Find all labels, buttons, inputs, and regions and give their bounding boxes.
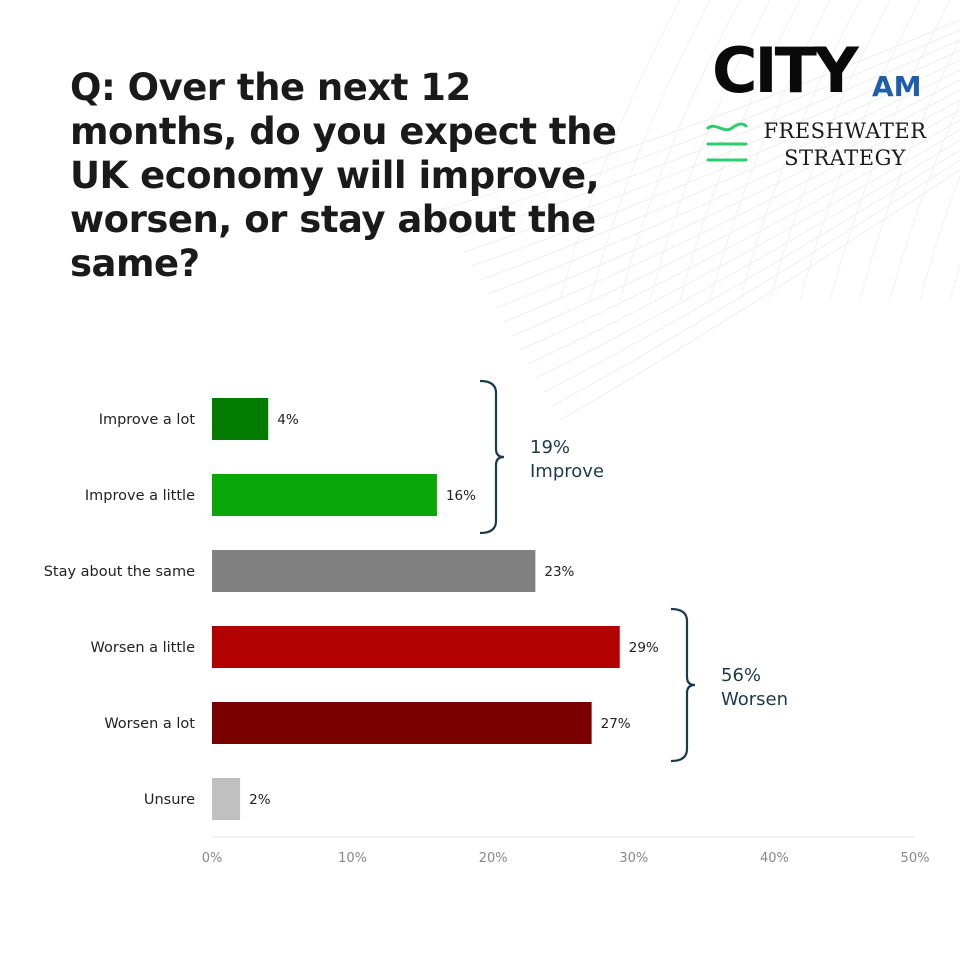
x-tick-label: 50% bbox=[901, 851, 930, 866]
mesh-line bbox=[799, 0, 921, 301]
x-tick-label: 40% bbox=[760, 851, 789, 866]
category-label: Stay about the same bbox=[44, 564, 195, 580]
group-total-label: 56% bbox=[721, 665, 761, 686]
group-bracket bbox=[479, 379, 505, 535]
mesh-line bbox=[535, 139, 960, 379]
bar-value-label: 23% bbox=[544, 564, 574, 580]
group-total-label: 19% bbox=[530, 437, 570, 458]
mesh-line bbox=[551, 159, 960, 407]
mesh-line bbox=[519, 119, 960, 351]
x-tick-label: 20% bbox=[479, 851, 508, 866]
bar-value-label: 29% bbox=[629, 640, 659, 656]
bar bbox=[212, 702, 592, 744]
bar-value-label: 4% bbox=[277, 412, 299, 428]
bar bbox=[212, 398, 269, 440]
category-label: Improve a lot bbox=[99, 412, 196, 428]
mesh-line bbox=[559, 169, 960, 421]
mesh-line bbox=[439, 19, 960, 211]
bar bbox=[212, 550, 536, 592]
mesh-line bbox=[455, 39, 960, 239]
mesh-line bbox=[619, 0, 741, 301]
mesh-line bbox=[589, 0, 711, 301]
mesh-line bbox=[919, 174, 960, 301]
category-label: Worsen a little bbox=[91, 640, 196, 656]
mesh-line bbox=[527, 129, 960, 365]
freshwater-wave-icon bbox=[706, 122, 748, 162]
mesh-line bbox=[479, 69, 960, 281]
bar bbox=[212, 626, 620, 668]
x-tick-label: 30% bbox=[619, 851, 648, 866]
bar bbox=[212, 778, 241, 820]
mesh-line bbox=[487, 79, 960, 295]
bar-value-label: 16% bbox=[446, 488, 476, 504]
question-title: Q: Over the next 12 months, do you expec… bbox=[70, 66, 617, 285]
category-label: Improve a little bbox=[85, 488, 195, 504]
freshwater-logo-line2: STRATEGY bbox=[784, 146, 906, 170]
mesh-line bbox=[679, 0, 801, 301]
mesh-line bbox=[503, 99, 960, 323]
mesh-line bbox=[889, 101, 960, 301]
mesh-line bbox=[739, 0, 861, 301]
mesh-line bbox=[511, 109, 960, 337]
bar-value-label: 2% bbox=[249, 792, 271, 808]
mesh-line bbox=[471, 59, 960, 267]
mesh-line bbox=[463, 49, 960, 253]
freshwater-logo-line1: FRESHWATER bbox=[763, 119, 927, 143]
city-am-logo-am: AM bbox=[872, 70, 922, 103]
bar bbox=[212, 474, 437, 516]
freshwater-strategy-logo: FRESHWATER STRATEGY bbox=[760, 118, 930, 172]
city-am-logo: CITY bbox=[712, 34, 859, 107]
group-name-label: Worsen bbox=[721, 689, 788, 710]
mesh-line bbox=[559, 0, 681, 301]
bar-value-label: 27% bbox=[601, 716, 631, 732]
mesh-line bbox=[709, 0, 831, 301]
mesh-line bbox=[447, 29, 960, 225]
category-label: Worsen a lot bbox=[104, 716, 195, 732]
group-name-label: Improve bbox=[530, 461, 604, 482]
x-tick-label: 0% bbox=[202, 851, 223, 866]
x-tick-label: 10% bbox=[338, 851, 367, 866]
category-label: Unsure bbox=[144, 792, 195, 808]
group-bracket bbox=[670, 607, 696, 763]
mesh-line bbox=[769, 0, 891, 301]
mesh-line bbox=[829, 0, 951, 301]
mesh-line bbox=[543, 149, 960, 393]
mesh-line bbox=[649, 0, 771, 301]
